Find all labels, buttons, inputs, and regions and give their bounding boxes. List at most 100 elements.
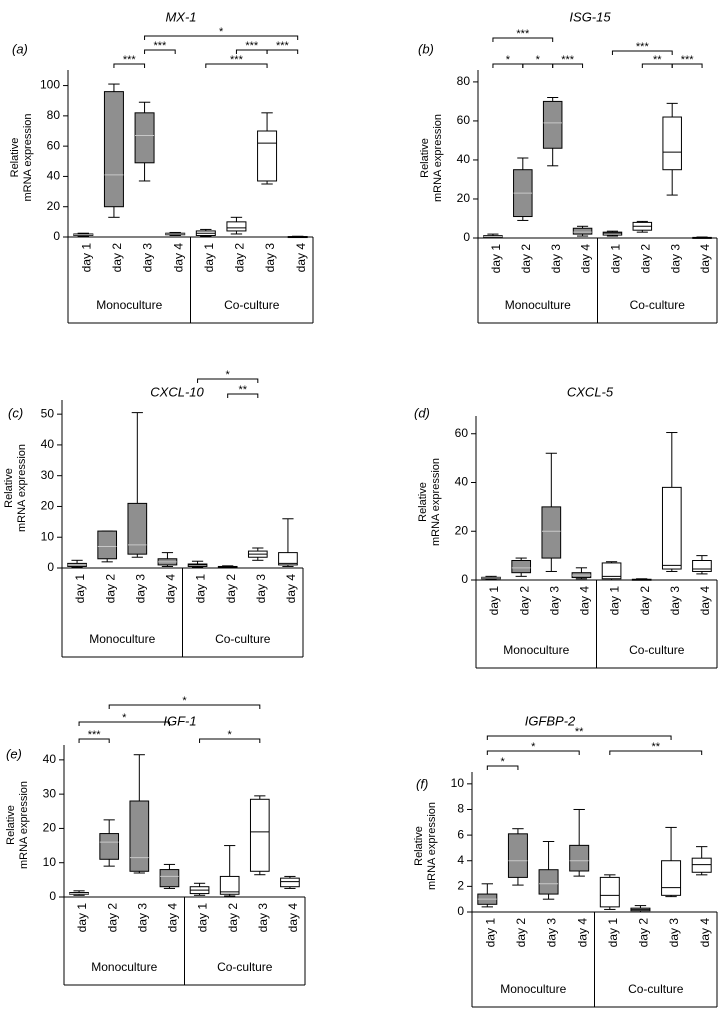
significance-label: * xyxy=(226,369,231,381)
box-coculture-day4 xyxy=(692,555,712,575)
significance-label: ** xyxy=(651,741,660,753)
y-axis-label: mRNA expression xyxy=(432,114,444,202)
bracket-line xyxy=(113,63,146,68)
box-monoculture-day3 xyxy=(542,97,563,167)
box-monoculture-day4 xyxy=(572,225,593,237)
y-tick-label: 40 xyxy=(41,437,55,451)
iqr-box xyxy=(507,833,528,878)
box-coculture-day2 xyxy=(631,578,652,581)
x-tick-label: day 4 xyxy=(698,918,712,948)
iqr-box xyxy=(599,876,620,908)
panel-title: ISG-15 xyxy=(569,10,611,25)
box-monoculture-day2 xyxy=(507,828,528,886)
significance-bracket: *** xyxy=(611,41,673,55)
bracket-line xyxy=(144,35,299,40)
significance-label: * xyxy=(506,54,511,66)
x-tick-label: day 3 xyxy=(263,243,277,273)
y-tick-label: 60 xyxy=(47,138,61,152)
y-axis-label: mRNA expression xyxy=(426,802,438,890)
y-tick-label: 40 xyxy=(455,475,469,489)
box-coculture-day2 xyxy=(630,905,651,913)
box-coculture-day1 xyxy=(187,560,208,568)
box-coculture-day1 xyxy=(195,228,216,237)
box-monoculture-day4 xyxy=(157,552,178,567)
box-monoculture-day4 xyxy=(571,567,592,580)
panel-label: (c) xyxy=(8,406,23,421)
box-coculture-day3 xyxy=(661,826,682,898)
group-label-coculture: Co-culture xyxy=(224,298,280,312)
y-tick-label: 0 xyxy=(53,229,60,243)
group-label-monoculture: Monoculture xyxy=(96,298,162,312)
iqr-box xyxy=(538,869,559,895)
box-coculture-day4 xyxy=(691,846,712,876)
y-axis-label: Relative xyxy=(417,482,429,522)
bracket-line xyxy=(197,378,259,383)
y-tick-label: 40 xyxy=(457,152,471,166)
significance-bracket: *** xyxy=(266,40,299,54)
x-tick-label: day 3 xyxy=(668,244,682,274)
x-tick-label: day 2 xyxy=(224,574,238,604)
bracket-line xyxy=(227,393,259,398)
x-tick-label: day 4 xyxy=(171,243,185,273)
y-tick-label: 10 xyxy=(451,776,465,790)
y-tick-label: 2 xyxy=(457,879,464,893)
y-axis-label: mRNA expression xyxy=(22,113,34,201)
y-tick-label: 6 xyxy=(457,827,464,841)
x-tick-label: day 1 xyxy=(483,918,497,948)
significance-bracket: ** xyxy=(486,726,672,740)
box-coculture-day3 xyxy=(661,432,682,572)
x-tick-label: day 1 xyxy=(202,243,216,273)
bracket-line xyxy=(611,50,673,55)
iqr-box xyxy=(278,552,298,566)
iqr-box xyxy=(691,857,712,873)
significance-bracket: * xyxy=(144,26,299,40)
x-tick-label: day 2 xyxy=(638,244,652,274)
box-monoculture-day2 xyxy=(511,557,532,577)
iqr-box xyxy=(129,800,150,872)
bracket-line xyxy=(144,49,176,54)
bracket-line xyxy=(552,63,584,68)
iqr-box xyxy=(662,116,682,171)
significance-bracket: * xyxy=(197,369,259,383)
group-label-coculture: Co-culture xyxy=(630,298,686,312)
box-coculture-day1 xyxy=(601,561,622,581)
x-tick-label: day 2 xyxy=(637,918,651,948)
x-tick-label: day 2 xyxy=(105,903,119,933)
y-tick-label: 20 xyxy=(41,499,55,513)
significance-bracket: *** xyxy=(144,40,176,54)
y-tick-label: 8 xyxy=(457,802,464,816)
box-monoculture-day1 xyxy=(477,883,498,908)
x-tick-label: day 2 xyxy=(233,243,247,273)
iqr-box xyxy=(280,877,300,888)
x-tick-label: day 3 xyxy=(549,244,563,274)
bracket-line xyxy=(108,704,261,709)
box-monoculture-day3 xyxy=(127,412,148,558)
x-tick-label: day 4 xyxy=(166,903,180,933)
y-tick-label: 40 xyxy=(43,752,57,766)
box-coculture-day2 xyxy=(217,565,238,569)
group-label-monoculture: Monoculture xyxy=(503,643,569,657)
x-tick-label: day 4 xyxy=(698,244,712,274)
significance-label: * xyxy=(228,729,233,741)
x-tick-label: day 3 xyxy=(667,918,681,948)
x-tick-label: day 2 xyxy=(517,586,531,616)
significance-bracket: * xyxy=(78,712,170,726)
significance-label: *** xyxy=(123,54,137,66)
box-monoculture-day1 xyxy=(481,575,501,581)
x-tick-label: day 1 xyxy=(489,244,503,274)
bracket-line xyxy=(205,63,268,68)
bracket-line xyxy=(78,738,110,743)
y-axis-label: mRNA expression xyxy=(16,444,28,532)
y-axis-label: Relative xyxy=(5,805,17,845)
y-tick-label: 0 xyxy=(463,230,470,244)
iqr-box xyxy=(661,860,682,896)
panel-label: (a) xyxy=(12,42,28,57)
y-axis-label: Relative xyxy=(9,138,21,178)
bracket-line xyxy=(266,49,299,54)
x-tick-label: day 3 xyxy=(256,903,270,933)
box-monoculture-day3 xyxy=(134,101,155,182)
x-tick-label: day 4 xyxy=(578,586,592,616)
significance-label: ** xyxy=(575,726,584,738)
significance-label: * xyxy=(531,741,536,753)
